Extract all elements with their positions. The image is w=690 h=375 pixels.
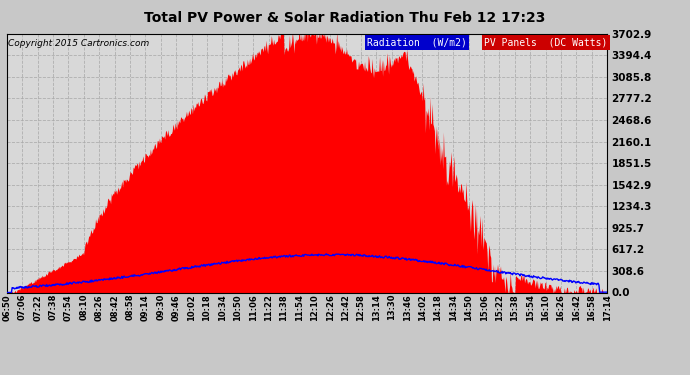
Text: PV Panels  (DC Watts): PV Panels (DC Watts) (484, 38, 607, 48)
Text: Copyright 2015 Cartronics.com: Copyright 2015 Cartronics.com (8, 39, 149, 48)
Text: Radiation  (W/m2): Radiation (W/m2) (367, 38, 467, 48)
Text: Total PV Power & Solar Radiation Thu Feb 12 17:23: Total PV Power & Solar Radiation Thu Feb… (144, 11, 546, 25)
